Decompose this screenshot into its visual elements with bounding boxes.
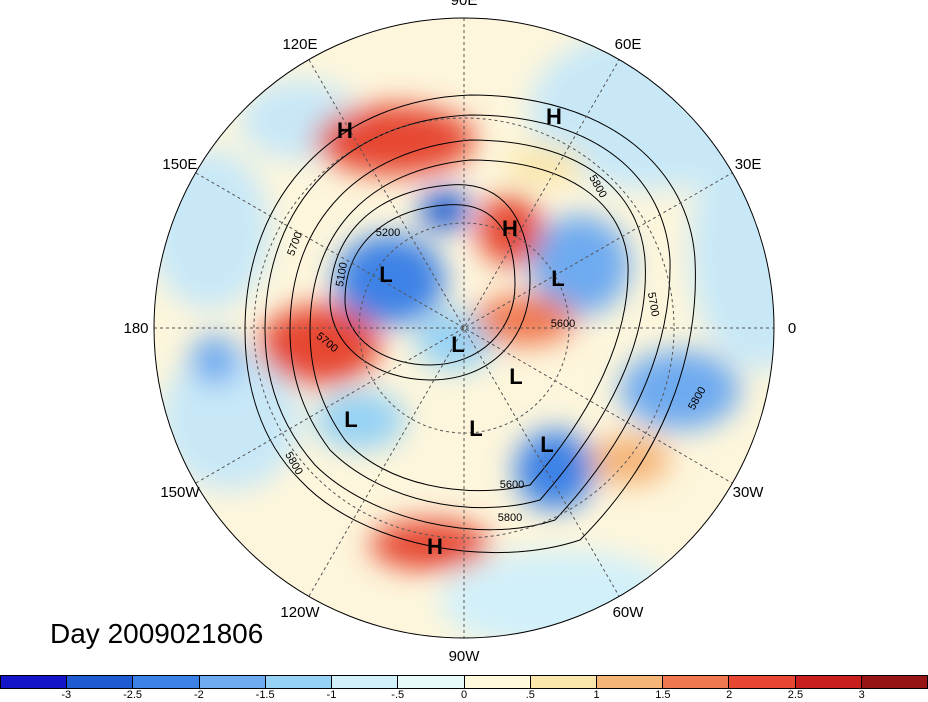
longitude-label: 30E <box>735 156 762 173</box>
colorbar-swatch <box>729 676 796 688</box>
longitude-label: 150E <box>162 156 197 173</box>
contour-value-label: 5200 <box>376 227 400 239</box>
map-title: Day 2009021806 <box>50 618 264 649</box>
graticule <box>154 18 774 638</box>
longitude-labels: 90E 60E 30E 0 30W 60W 90W 120W 150W 180 150E 120E <box>123 0 796 665</box>
low-pressure-label: L <box>540 432 553 457</box>
low-pressure-label: L <box>469 416 482 441</box>
pressure-system-labels: H H H L L L L L L L H <box>337 104 565 559</box>
longitude-label: 30W <box>733 484 765 501</box>
longitude-label: 120W <box>280 604 320 621</box>
contour-value-label: 5800 <box>498 512 522 524</box>
colorbar-tick-label: 1.5 <box>655 689 671 701</box>
colorbar-swatch <box>133 676 200 688</box>
colorbar: -3 -2.5 -2 -1.5 -1 -.5 0 .5 1 1.5 2 2.5 3 <box>0 675 928 702</box>
colorbar-swatch <box>530 676 597 688</box>
low-pressure-label: L <box>379 262 392 287</box>
colorbar-swatches <box>0 675 928 689</box>
longitude-label: 120E <box>282 36 317 53</box>
longitude-label: 0 <box>788 320 796 337</box>
colorbar-swatch <box>596 676 664 688</box>
longitude-label: 60E <box>615 36 642 53</box>
colorbar-swatch <box>332 676 399 688</box>
longitude-label: 180 <box>123 320 148 337</box>
colorbar-ticks: -3 -2.5 -2 -1.5 -1 -.5 0 .5 1 1.5 2 2.5 3 <box>0 689 928 702</box>
colorbar-tick-label: .5 <box>525 689 535 701</box>
longitude-label: 90W <box>449 648 481 665</box>
low-pressure-label: L <box>451 332 464 357</box>
colorbar-tick-label: 2.5 <box>787 689 804 701</box>
high-pressure-label: H <box>337 118 353 143</box>
contour-value-label: 5600 <box>551 318 575 330</box>
colorbar-tick-label: 3 <box>858 689 865 701</box>
polar-map: 90E 60E 30E 0 30W 60W 90W 120W 150W 180 150E 120E H… <box>123 0 796 665</box>
colorbar-tick-label: -3 <box>61 689 72 701</box>
colorbar-tick-label: 2 <box>726 689 733 701</box>
colorbar-swatch <box>861 676 928 688</box>
colorbar-swatch <box>398 676 465 688</box>
high-pressure-label: H <box>502 216 518 241</box>
colorbar-tick-label: -2.5 <box>123 689 143 701</box>
colorbar-swatch <box>1 676 68 688</box>
longitude-label: 90E <box>451 0 478 9</box>
colorbar-swatch <box>464 676 531 688</box>
anomaly-field <box>154 18 774 638</box>
colorbar-swatch <box>663 676 730 688</box>
colorbar-tick-label: 0 <box>460 689 468 701</box>
colorbar-tick-label: -2 <box>193 689 204 701</box>
colorbar-tick-label: -1.5 <box>255 689 275 701</box>
high-pressure-label: H <box>427 534 443 559</box>
height-contours <box>244 94 696 554</box>
colorbar-tick-label: -1 <box>326 689 337 701</box>
longitude-label: 150W <box>160 484 200 501</box>
colorbar-swatch <box>199 676 266 688</box>
low-pressure-label: L <box>551 266 564 291</box>
colorbar-swatch <box>67 676 134 688</box>
colorbar-swatch <box>265 676 333 688</box>
longitude-label: 60W <box>613 604 645 621</box>
low-pressure-label: L <box>344 407 357 432</box>
low-pressure-label: L <box>509 364 522 389</box>
colorbar-swatch <box>795 676 862 688</box>
high-pressure-label: H <box>546 104 562 129</box>
contour-value-label: 5700 <box>645 291 661 317</box>
colorbar-tick-label: 1 <box>593 689 600 701</box>
contour-value-label: 5100 <box>334 261 350 287</box>
colorbar-tick-label: -.5 <box>391 689 405 701</box>
contour-value-label: 5600 <box>500 479 524 491</box>
